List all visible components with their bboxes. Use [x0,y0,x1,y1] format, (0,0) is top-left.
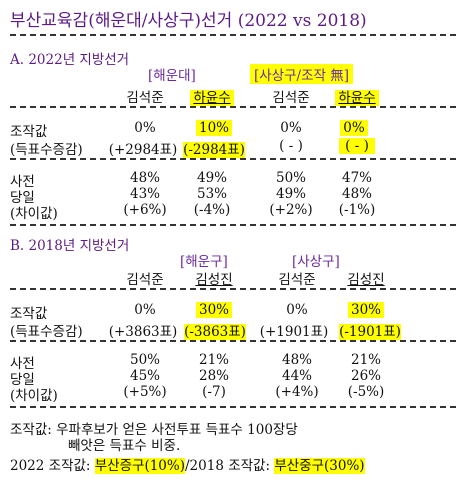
section-a-manip-1: 0% [134,120,156,136]
section-b-manip-3: 0% [286,302,308,318]
section-b-day-1: 45% [129,368,160,384]
section-a-pre-label: 사전 [10,174,35,190]
section-a-candidate-4: 하윤수 [335,90,379,106]
section-a-diff-4: (-1%) [338,202,376,218]
divider-a-1 [10,106,456,108]
footer-definition-cont: 빼앗은 득표수 비중. [68,438,181,454]
section-a-votes-label: (득표수증감) [10,142,83,158]
section-b-diff-2: (-7) [202,384,226,400]
divider-b-3 [10,406,456,408]
divider-a-3 [10,224,456,226]
footer-2022-value: 부산증구(10%) [94,458,185,474]
section-a-diff-label: (차이값) [10,206,58,222]
section-b-day-4: 26% [350,368,381,384]
section-a-day-1: 43% [129,186,160,202]
section-a-day-3: 49% [275,186,306,202]
section-b-candidate-2: 김성진 [195,272,233,288]
section-b-diff-1: (+5%) [123,384,167,400]
footer-2018-value: 부산중구(30%) [274,458,365,474]
section-b-candidate-4: 김성진 [347,272,385,288]
section-a-votes-1: (+2984표) [108,142,178,158]
section-a-votes-4: ( - ) [339,138,375,154]
section-a-votes-2: (-2984표) [183,142,245,158]
section-b-pre-3: 48% [281,352,312,368]
section-a-candidate-3: 김석준 [272,90,310,106]
divider-top [10,34,456,36]
section-a-group-haeundae: [해운대] [148,68,196,84]
page-title: 부산교육감(해운대/사상구)선거 (2022 vs 2018) [10,11,367,31]
section-a-manip-4: 0% [340,120,368,136]
section-a-manip-2: 10% [195,120,232,136]
section-b-pre-4: 21% [350,352,381,368]
section-a-diff-2: (-4%) [193,202,231,218]
section-b-group-haeun: [해운구] [180,254,228,270]
footer-summary: 2022 조작값: 부산증구(10%)/2018 조작값: 부산중구(30%) [10,454,365,474]
section-b-candidate-1: 김석준 [126,272,164,288]
section-a-group-sasang: [사상구/조작 無] [250,64,353,84]
section-b-pre-1: 50% [129,352,160,368]
section-b-diff-3: (+4%) [275,384,319,400]
footer-2018-label: /2018 조작값: [185,458,271,474]
section-b-votes-1: (+3863표) [108,324,178,340]
section-a-pre-1: 48% [129,170,160,186]
divider-b-1 [10,288,456,290]
section-a-candidate-2: 하윤수 [190,90,234,106]
section-a-manip-label: 조작값 [10,124,48,140]
section-b-pre-2: 21% [198,352,229,368]
section-b-votes-3: (+1901표) [259,324,329,340]
section-b-diff-4: (-5%) [347,384,385,400]
section-b-diff-label: (차이값) [10,388,58,404]
section-b-manip-2: 30% [195,302,232,318]
divider-b-2 [10,340,456,342]
section-a-manip-3: 0% [280,120,302,136]
section-b-group-sasang: [사상구] [292,254,340,270]
section-b-votes-4: (-1901표) [339,324,401,340]
divider-a-2 [10,158,456,160]
section-b-day-3: 44% [281,368,312,384]
section-a-title: A. 2022년 지방선거 [10,52,130,68]
section-b-day-2: 28% [198,368,229,384]
footer-2022-label: 2022 조작값: [10,458,91,474]
section-a-day-4: 48% [341,186,372,202]
section-b-manip-4: 30% [347,302,384,318]
section-a-pre-2: 49% [196,170,227,186]
footer-definition: 조작값: 우파후보가 얻은 사전투표 득표수 100장당 [10,422,298,438]
section-a-day-label: 당일 [10,190,35,206]
section-a-pre-3: 50% [275,170,306,186]
section-a-diff-3: (+2%) [269,202,313,218]
section-b-votes-2: (-3863표) [184,324,246,340]
section-b-manip-label: 조작값 [10,306,48,322]
section-a-votes-3: ( - ) [279,138,303,154]
section-b-votes-label: (득표수증감) [10,324,83,340]
section-a-day-2: 53% [196,186,227,202]
section-b-day-label: 당일 [10,372,35,388]
section-b-candidate-3: 김석준 [278,272,316,288]
section-a-candidate-1: 김석준 [126,90,164,106]
section-b-title: B. 2018년 지방선거 [10,238,130,254]
section-a-pre-4: 47% [341,170,372,186]
section-b-manip-1: 0% [134,302,156,318]
section-b-pre-label: 사전 [10,356,35,372]
section-a-diff-1: (+6%) [123,202,167,218]
